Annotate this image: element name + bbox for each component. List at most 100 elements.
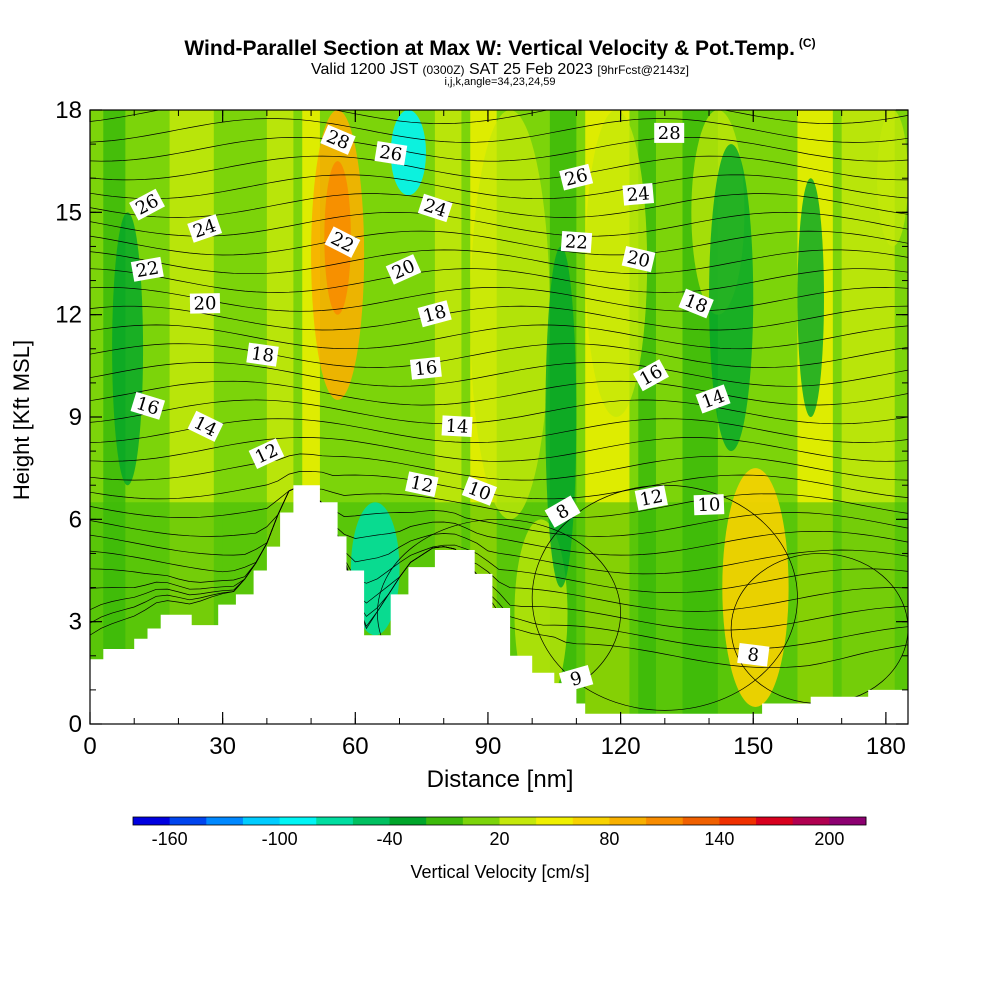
y-tick-label: 6 xyxy=(69,506,82,533)
colorbar-swatch xyxy=(426,817,464,825)
theta-closed-contour xyxy=(531,484,798,711)
contour-label-text: 12 xyxy=(408,472,435,497)
colorbar-swatch xyxy=(352,817,391,825)
colorbar-swatch xyxy=(792,817,830,825)
contour-label-14: 14 xyxy=(441,415,473,438)
contour-label-box xyxy=(622,183,655,206)
contour-label-28: 28 xyxy=(654,122,685,144)
contour-label-box xyxy=(129,188,165,221)
contour-label-text: 9 xyxy=(568,668,585,691)
theta-contour-line xyxy=(90,399,908,425)
x-tick-label: 150 xyxy=(733,733,773,760)
contour-label-text: 18 xyxy=(250,343,276,367)
contour-label-box xyxy=(405,471,439,498)
theta-contour-line xyxy=(90,418,908,443)
valid-date: SAT 25 Feb 2023 xyxy=(469,61,593,78)
colorbar-swatch xyxy=(279,817,317,825)
theta-contour-line xyxy=(90,485,908,537)
contour-label-8: 8 xyxy=(737,643,770,667)
contour-label-box xyxy=(417,300,452,328)
contour-label-text: 28 xyxy=(658,123,681,144)
theta-contour-line xyxy=(90,230,908,256)
colorbar-swatch xyxy=(316,817,354,825)
colorbar-swatch xyxy=(646,817,684,825)
contour-label-box xyxy=(695,384,731,414)
contour-label-box xyxy=(374,141,408,166)
contour-label-box xyxy=(248,438,285,469)
theta-contour-line xyxy=(90,485,908,556)
copyright-mark: (C) xyxy=(798,36,816,50)
contour-label-box xyxy=(544,495,581,528)
w-region-downdraft-top xyxy=(390,110,427,196)
colorbar-tick-label: -100 xyxy=(262,829,298,849)
colorbar-label: Vertical Velocity [cm/s] xyxy=(410,862,590,882)
colorbar: -160 -100 -40 20 80 140 200 xyxy=(132,816,867,849)
contour-label-text: 12 xyxy=(638,486,664,511)
contour-label-12: 12 xyxy=(634,485,668,511)
theta-contour-line xyxy=(90,136,908,162)
x-tick-label: 120 xyxy=(601,733,641,760)
theta-contour-line xyxy=(90,453,908,481)
colorbar-swatch xyxy=(756,817,794,825)
contour-label-box xyxy=(187,410,224,442)
chart-title: Wind-Parallel Section at Max W: Vertical… xyxy=(0,36,1000,61)
colorbar-swatch xyxy=(682,817,720,825)
contour-label-text: 20 xyxy=(193,293,216,314)
theta-contour-line xyxy=(90,193,908,218)
theta-contour-line xyxy=(90,118,908,143)
theta-contour-line xyxy=(90,362,908,387)
y-tick-label: 18 xyxy=(55,97,82,124)
contour-label-box xyxy=(409,356,442,380)
theta-contour-line xyxy=(90,470,908,500)
colorbar-swatch xyxy=(719,817,757,825)
theta-contour-line xyxy=(90,485,908,518)
contour-label-9: 9 xyxy=(558,664,594,693)
grid-indices: i,j,k,angle=34,23,24,59 xyxy=(444,76,556,88)
colorbar-swatch xyxy=(169,817,207,825)
contour-label-18: 18 xyxy=(246,342,279,367)
contour-label-box xyxy=(441,415,473,437)
contour-label-22: 22 xyxy=(130,256,164,282)
contour-label-8: 8 xyxy=(544,495,581,528)
contour-label-box xyxy=(678,288,714,319)
theta-contour-line xyxy=(90,305,908,331)
theta-contour-line xyxy=(90,249,908,275)
contour-label-box xyxy=(560,230,593,254)
y-tick-label: 9 xyxy=(69,404,82,431)
contour-label-box xyxy=(246,342,279,367)
colorbar-swatch xyxy=(609,817,647,825)
colorbar-frame xyxy=(132,816,867,826)
contour-label-box xyxy=(385,254,422,285)
colorbar-tick-label: 200 xyxy=(814,829,844,849)
terrain-mask xyxy=(90,485,908,724)
terrain-profile xyxy=(90,485,908,724)
contour-label-text: 20 xyxy=(625,247,652,273)
x-tick-label: 0 xyxy=(83,733,96,760)
colorbar-tick-label: -40 xyxy=(377,829,403,849)
contour-label-20: 20 xyxy=(621,246,656,273)
contour-label-text: 8 xyxy=(746,644,760,666)
contour-label-text: 22 xyxy=(134,257,160,282)
contour-label-22: 22 xyxy=(560,230,593,254)
contour-label-16: 16 xyxy=(409,356,442,380)
theta-contour-line xyxy=(90,174,908,200)
w-region-updraft-150 xyxy=(722,468,789,707)
theta-contour-line xyxy=(90,343,908,368)
contour-label-box xyxy=(417,193,453,223)
contour-label-box xyxy=(654,122,685,143)
x-tick-label: 30 xyxy=(209,733,236,760)
theta-contour-line xyxy=(90,268,908,293)
contour-label-text: 26 xyxy=(378,142,404,166)
contour-label-box xyxy=(130,391,166,420)
contour-label-text: 24 xyxy=(626,183,651,206)
theta-contour-line xyxy=(90,485,908,593)
w-downdraft-band xyxy=(797,178,824,417)
w-downdraft-band xyxy=(709,144,754,452)
valid-time-line: Valid 1200 JST (0300Z) SAT 25 Feb 2023 [… xyxy=(0,61,1000,79)
contour-label-12: 12 xyxy=(405,471,439,498)
contour-label-box xyxy=(187,214,223,243)
contour-label-box xyxy=(461,476,498,506)
x-axis-label: Distance [nm] xyxy=(426,766,574,793)
contour-label-24: 24 xyxy=(622,183,655,206)
